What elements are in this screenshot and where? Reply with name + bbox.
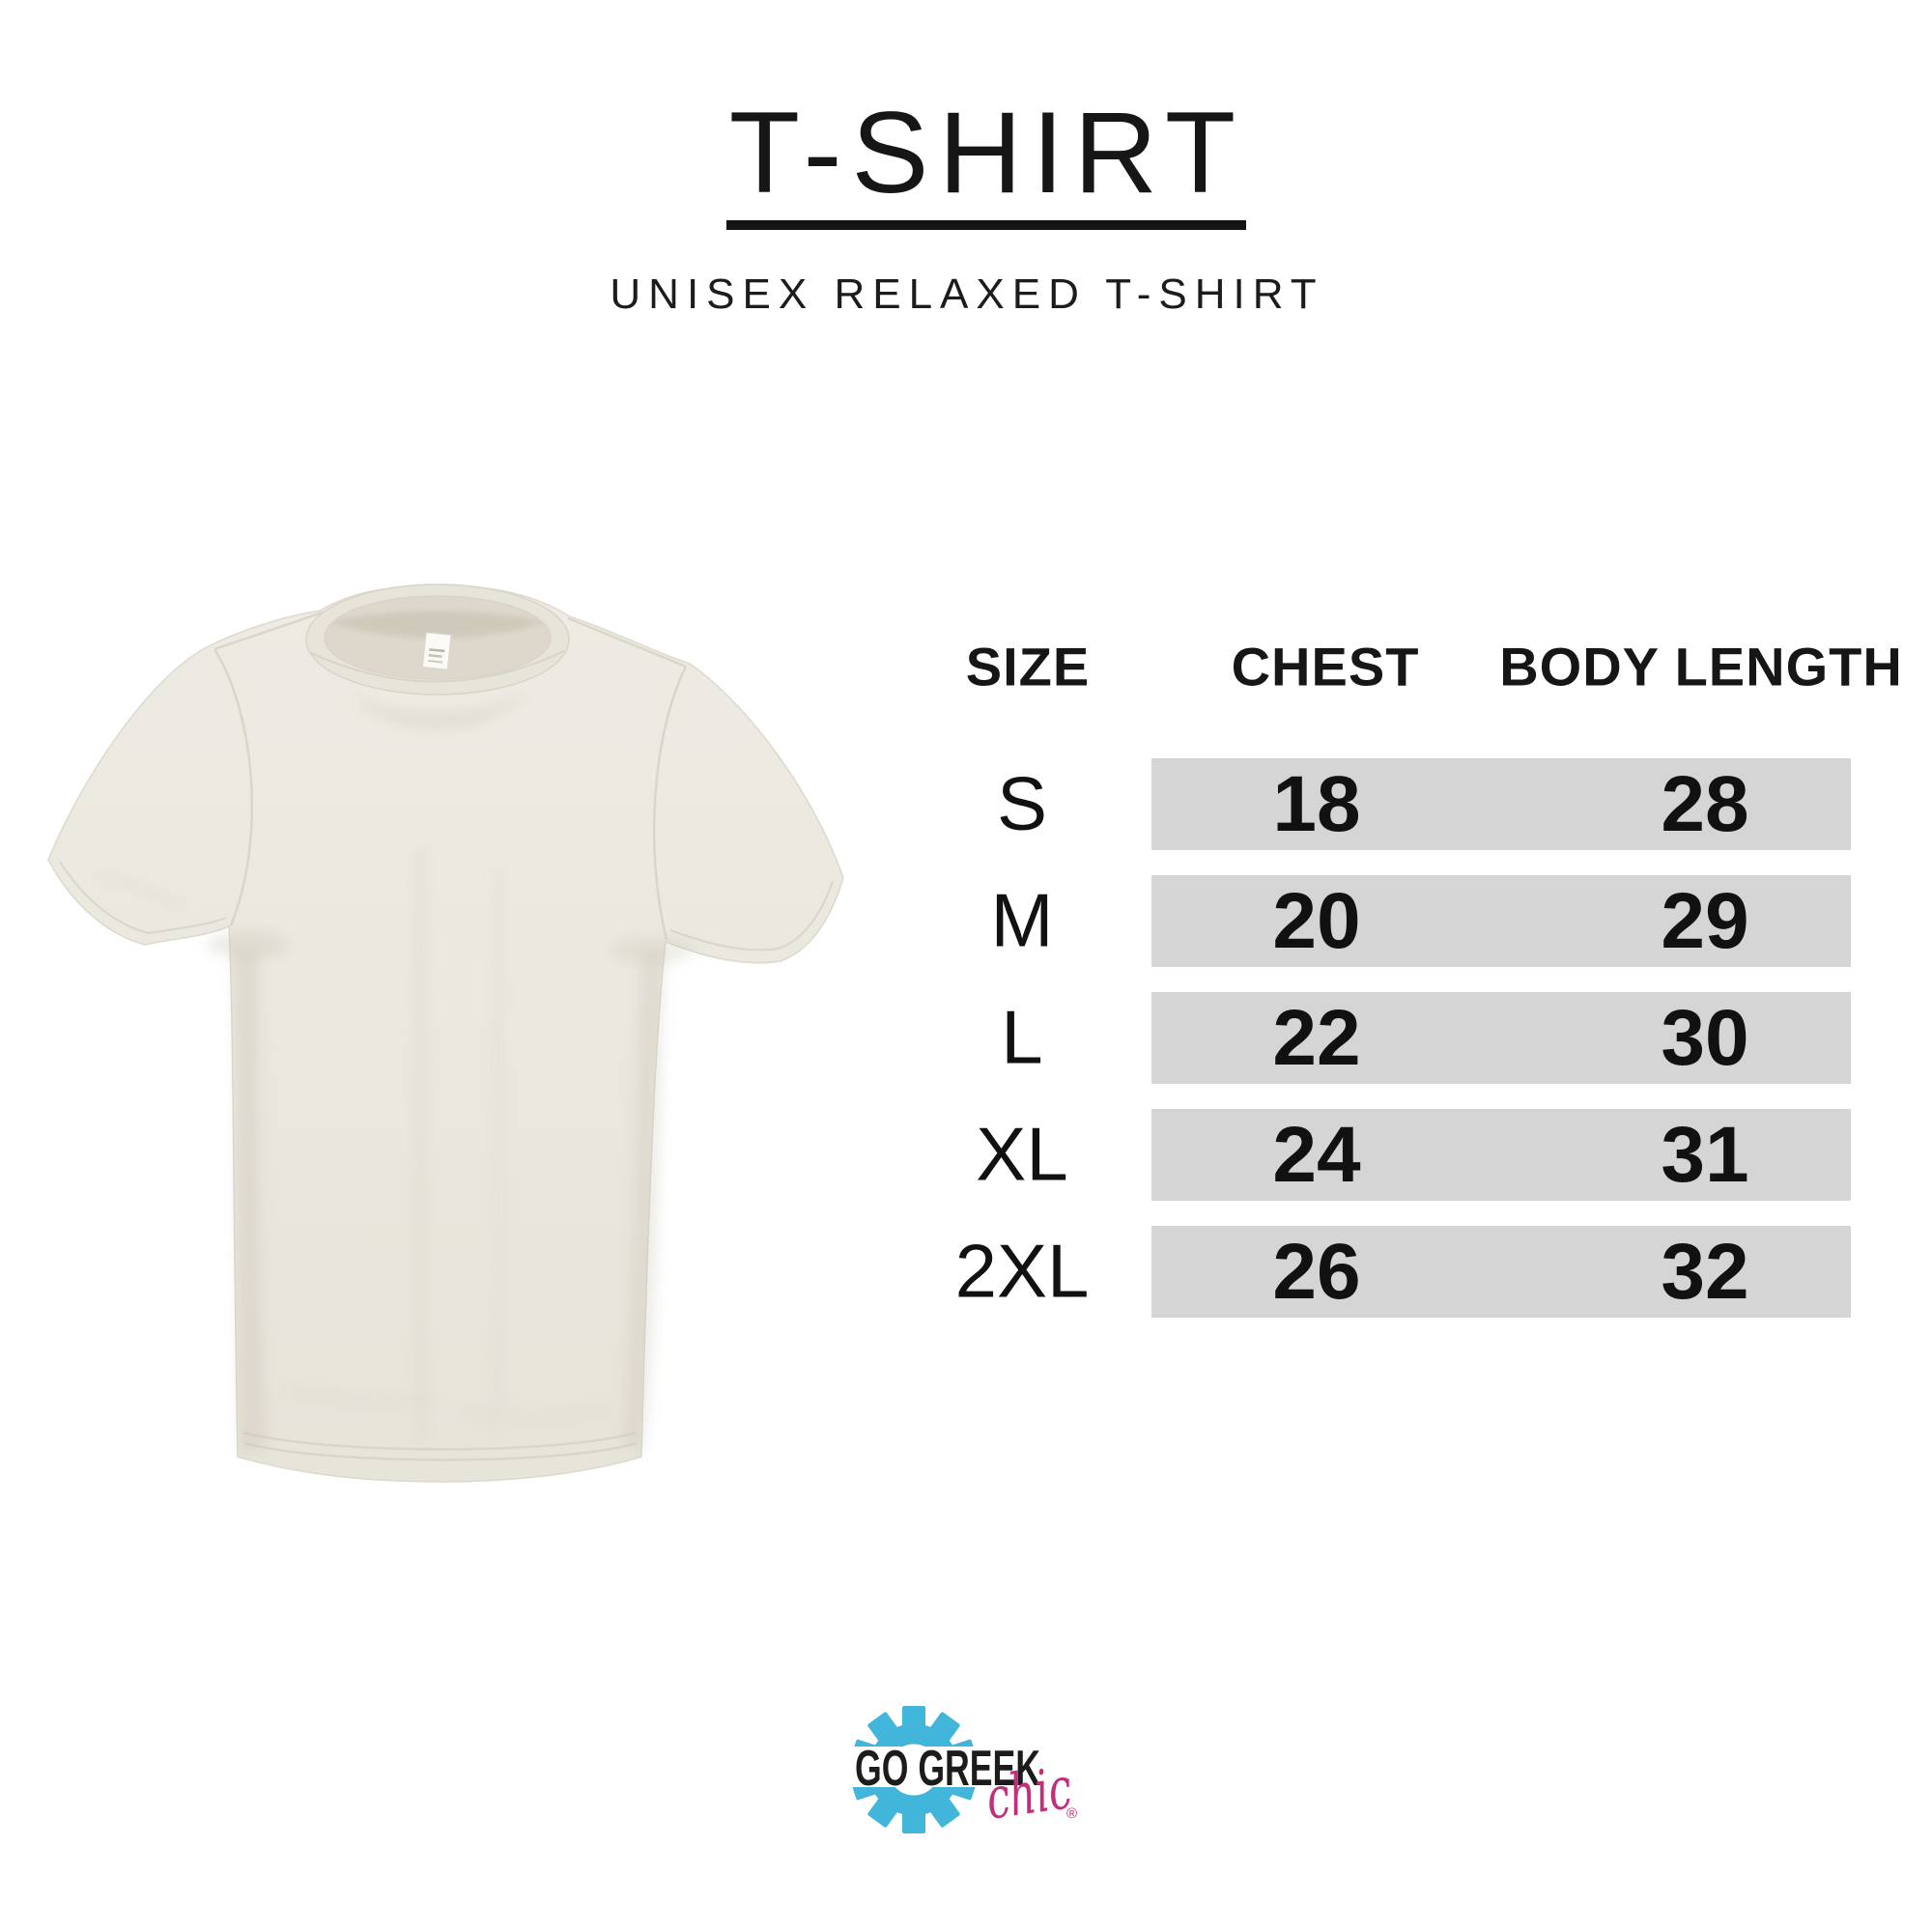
body-length-value: 28 — [1661, 760, 1749, 848]
row-bar — [1151, 758, 1851, 850]
body-length-value: 30 — [1661, 994, 1749, 1082]
chest-value: 26 — [1272, 1228, 1361, 1316]
page-subtitle: UNISEX RELAXED T-SHIRT — [610, 270, 1324, 318]
body-length-value: 32 — [1661, 1228, 1749, 1316]
tshirt-collar — [305, 583, 570, 696]
size-label: 2XL — [954, 1228, 1090, 1314]
size-label: S — [996, 760, 1048, 846]
brand-logo: GO GREEK chic ® — [840, 1706, 1077, 1833]
table-row: 2XL 26 32 — [0, 1226, 1932, 1318]
column-header-body-length: BODY LENGTH — [1499, 636, 1903, 697]
table-row: XL 24 31 — [0, 1109, 1932, 1201]
logo-brand-text: GO GREEK — [855, 1741, 1040, 1797]
logo-text-band — [840, 1747, 1043, 1787]
tshirt-seams — [59, 611, 834, 1462]
body-length-value: 31 — [1661, 1111, 1749, 1199]
row-bar — [1151, 1226, 1851, 1318]
row-bar — [1151, 875, 1851, 967]
column-header-chest: CHEST — [1231, 636, 1420, 697]
chest-value: 22 — [1272, 994, 1361, 1082]
page-title: T-SHIRT — [728, 88, 1246, 217]
registered-trademark-icon: ® — [1066, 1805, 1077, 1822]
size-label: L — [1001, 994, 1043, 1080]
title-underline — [726, 220, 1246, 230]
column-header-size: SIZE — [965, 636, 1091, 697]
tshirt-neck-tag — [421, 632, 452, 670]
chest-value: 18 — [1272, 760, 1361, 848]
logo-script-text: chic — [982, 1754, 1076, 1833]
table-row: L 22 30 — [0, 992, 1932, 1084]
chest-value: 20 — [1272, 877, 1361, 965]
row-bar — [1151, 992, 1851, 1084]
tshirt-image — [47, 583, 844, 1483]
table-row: S 18 28 — [0, 758, 1932, 850]
size-label: M — [990, 877, 1054, 963]
table-row: M 20 29 — [0, 875, 1932, 967]
row-bar — [1151, 1109, 1851, 1201]
tshirt-shading — [96, 694, 694, 1454]
body-length-value: 29 — [1661, 877, 1749, 965]
size-label: XL — [976, 1111, 1068, 1197]
chest-value: 24 — [1272, 1111, 1361, 1199]
